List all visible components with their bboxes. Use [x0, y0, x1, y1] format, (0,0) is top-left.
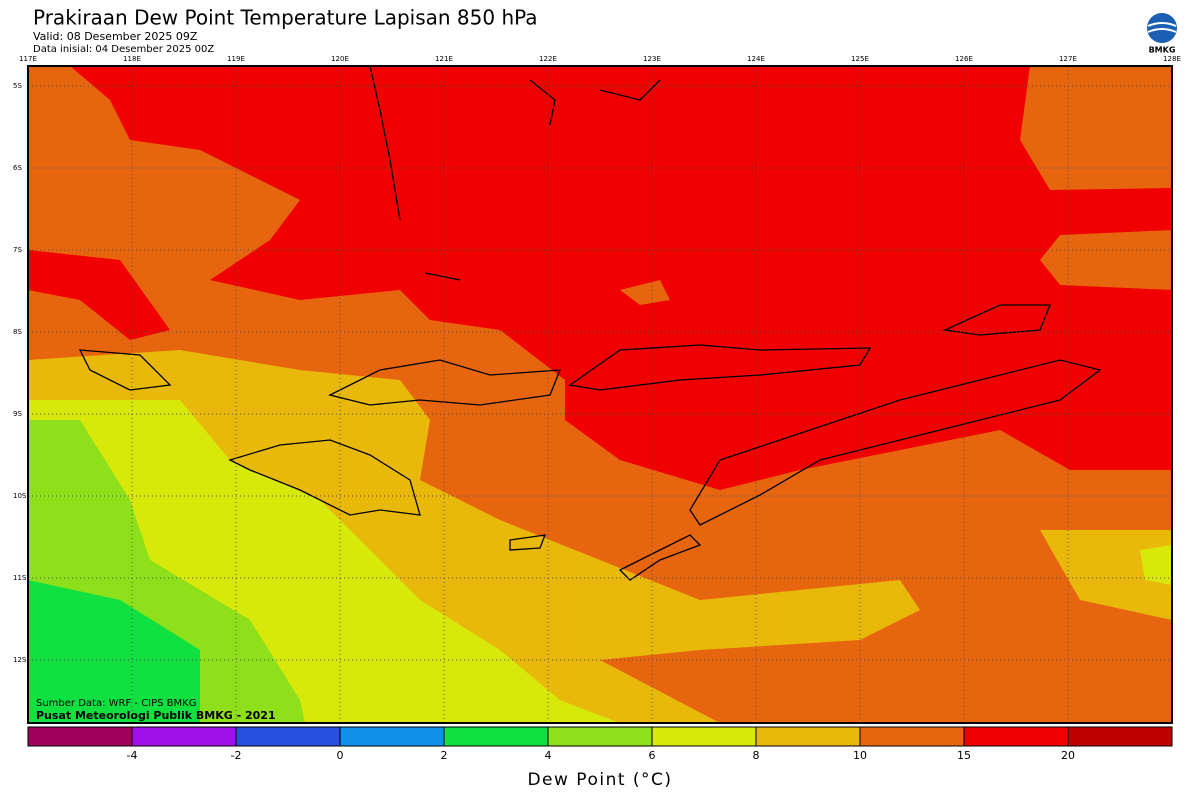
colorbar-swatch	[755, 726, 861, 747]
colorbar-swatch	[547, 726, 653, 747]
lon-label: 123E	[643, 55, 661, 63]
lat-label: 12S	[13, 656, 27, 664]
lon-label: 118E	[123, 55, 141, 63]
colorbar-tick-label: 2	[441, 749, 448, 762]
colorbar-tick-label: 4	[545, 749, 552, 762]
colorbar-title: Dew Point (°C)	[527, 770, 672, 790]
field-red	[70, 66, 1172, 490]
valid-time: Valid: 08 Desember 2025 09Z	[33, 30, 198, 43]
lon-label: 127E	[1059, 55, 1077, 63]
colorbar-swatch	[131, 726, 237, 747]
lon-label: 122E	[539, 55, 557, 63]
colorbar-tick-label: -2	[231, 749, 242, 762]
colorbar-tick-label: 10	[853, 749, 867, 762]
lon-label: 120E	[331, 55, 349, 63]
title: Prakiraan Dew Point Temperature Lapisan …	[33, 6, 538, 30]
logo-text: BMKG	[1149, 46, 1176, 55]
colorbar-swatch	[859, 726, 965, 747]
colorbar-swatch	[1067, 726, 1173, 747]
lat-label: 6S	[13, 164, 22, 172]
lat-label: 11S	[13, 574, 27, 582]
lon-label: 128E	[1163, 55, 1181, 63]
field-green	[28, 580, 200, 723]
colorbar-swatch	[963, 726, 1069, 747]
field-red	[28, 250, 360, 480]
lat-label: 7S	[13, 246, 22, 254]
colorbar-swatch	[339, 726, 445, 747]
map: Sumber Data: WRF - CIPS BMKG Pusat Meteo…	[27, 65, 1173, 724]
lon-label: 117E	[19, 55, 37, 63]
colorbar: -4 -2 0 2 4 6 8 10 15 20	[27, 726, 1173, 762]
colorbar-tick-label: 0	[337, 749, 344, 762]
coastline	[78, 65, 1102, 581]
colorbar-tick-label: 20	[1061, 749, 1075, 762]
map-frame	[27, 65, 1173, 724]
source-note: Sumber Data: WRF - CIPS BMKG	[36, 698, 196, 709]
colorbar-tick-label: -4	[127, 749, 138, 762]
lon-label: 119E	[227, 55, 245, 63]
colorbar-tick-label: 6	[649, 749, 656, 762]
colorbar-swatch	[651, 726, 757, 747]
lat-label: 5S	[13, 82, 22, 90]
init-time: Data inisial: 04 Desember 2025 00Z	[33, 44, 214, 55]
lon-label: 125E	[851, 55, 869, 63]
credit-note: Pusat Meteorologi Publik BMKG - 2021	[36, 709, 276, 722]
lon-label: 121E	[435, 55, 453, 63]
logo-wave	[1147, 22, 1177, 33]
field-yellow	[28, 400, 1172, 723]
colorbar-swatch	[235, 726, 341, 747]
logo: BMKG	[1147, 13, 1177, 55]
colorbar-tick-label: 15	[957, 749, 971, 762]
lat-label: 8S	[13, 328, 22, 336]
colorbar-swatch	[27, 726, 133, 747]
lon-label: 124E	[747, 55, 765, 63]
lat-label: 10S	[13, 492, 27, 500]
colorbar-tick-label: 8	[753, 749, 760, 762]
colorbar-swatch	[443, 726, 549, 747]
lat-label: 9S	[13, 410, 22, 418]
lon-label: 126E	[955, 55, 973, 63]
field-orange	[620, 230, 1172, 305]
